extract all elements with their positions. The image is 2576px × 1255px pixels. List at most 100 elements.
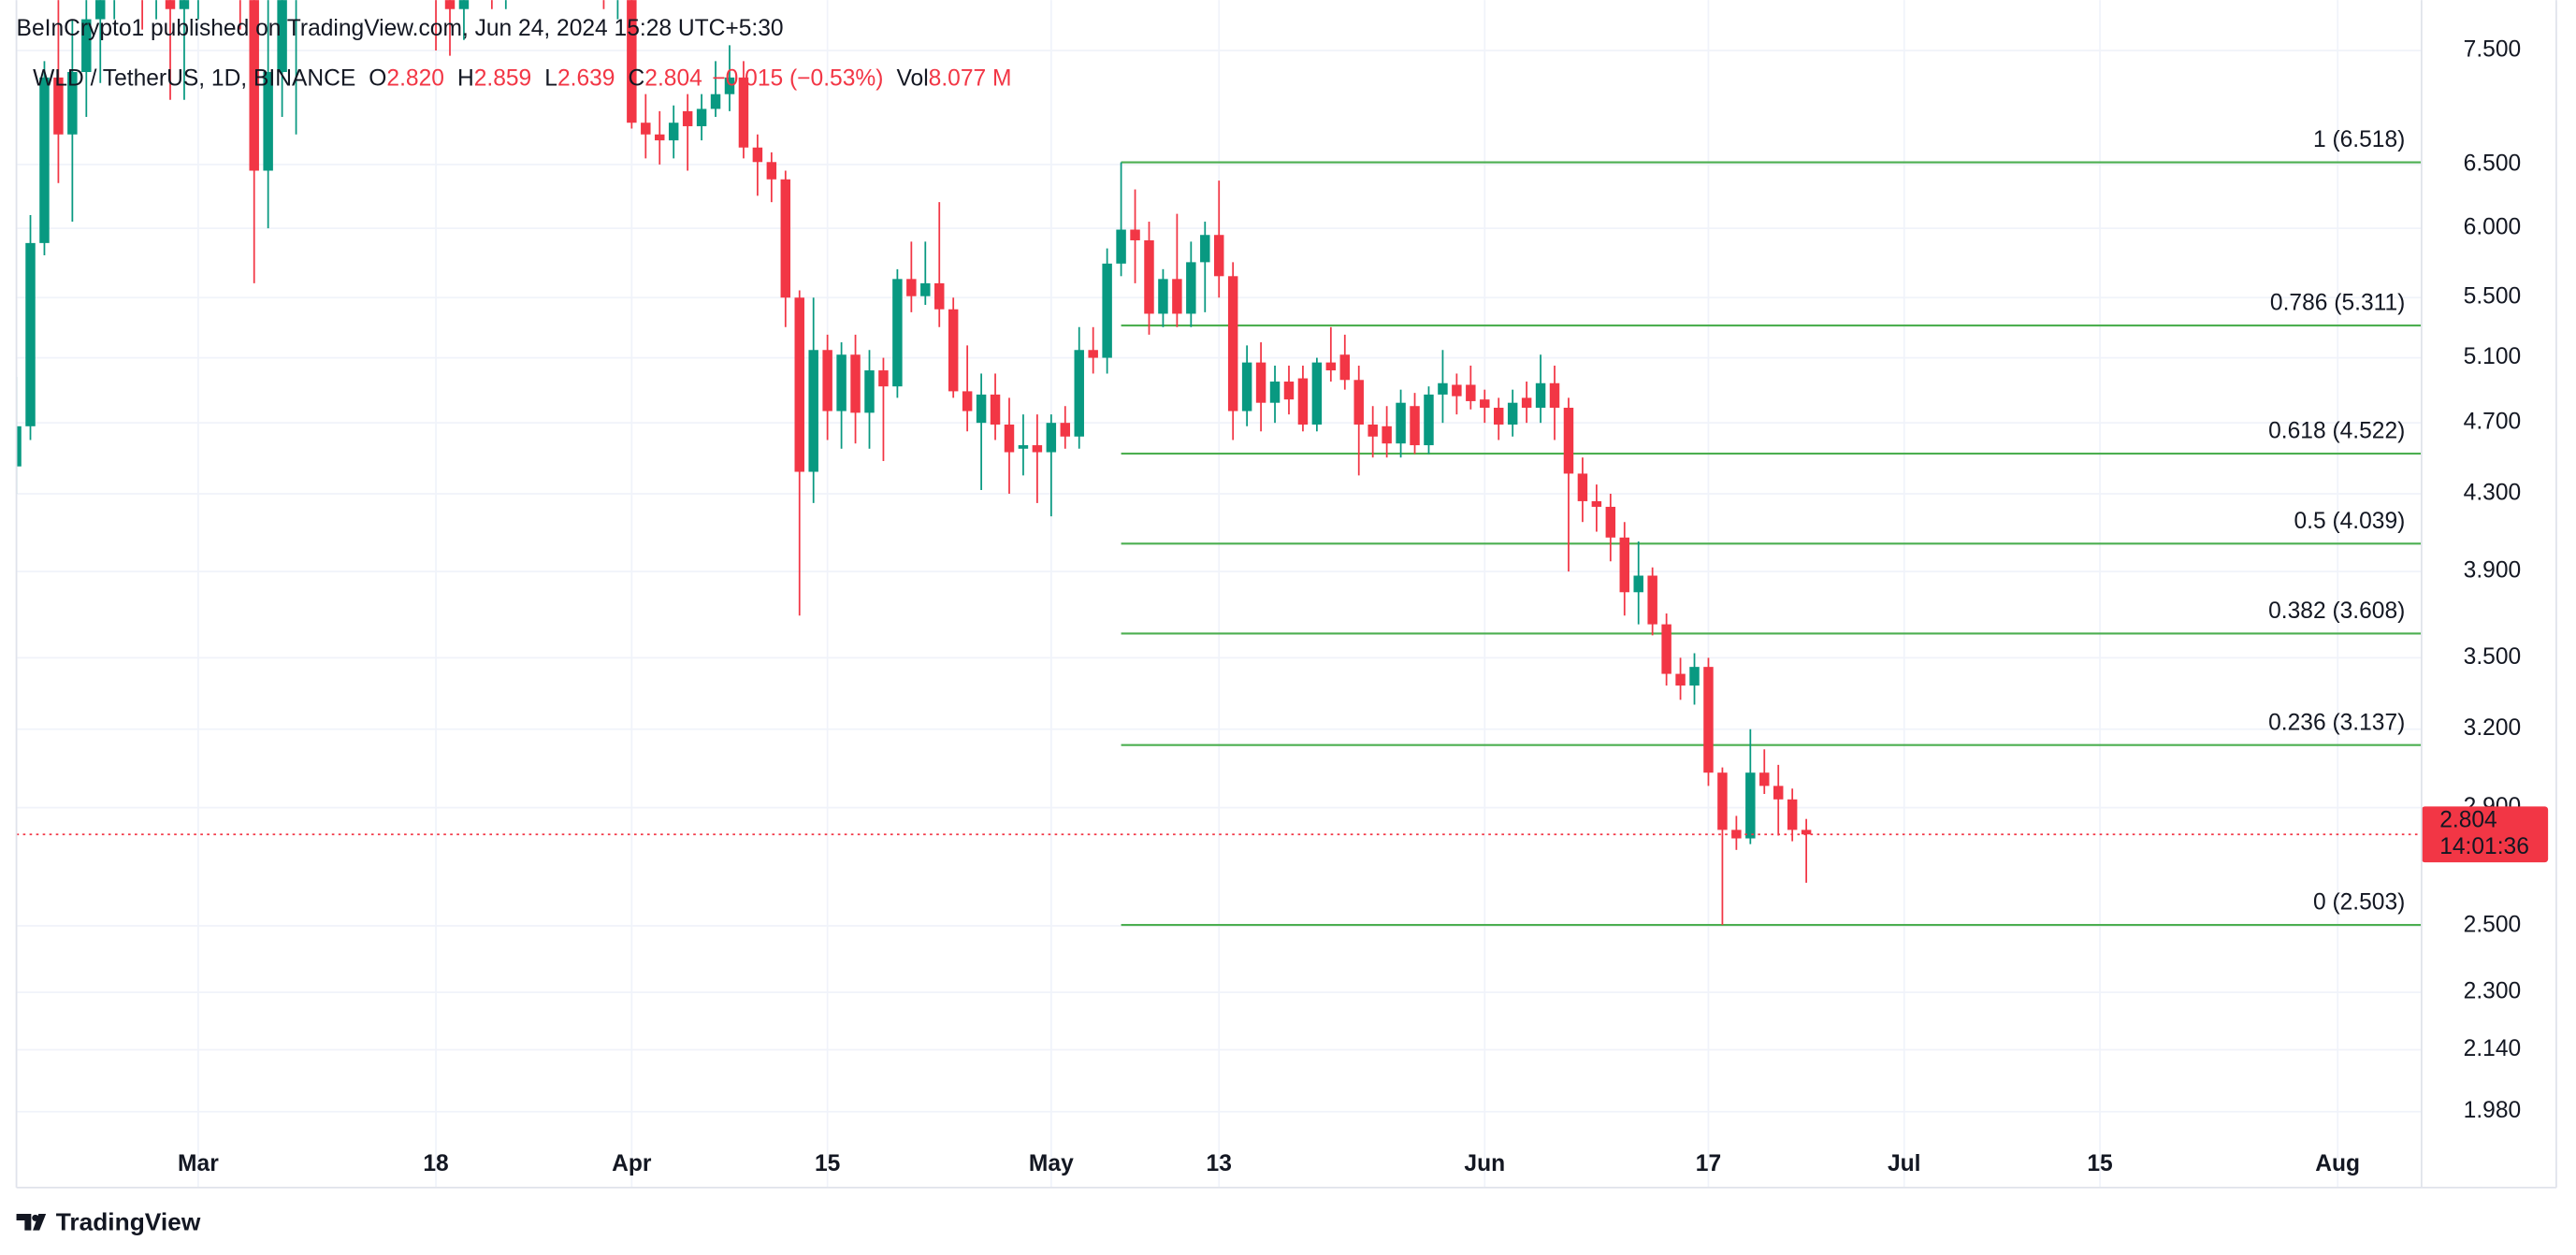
candle-body	[794, 297, 804, 472]
candle-body	[1438, 382, 1448, 395]
footer-logo	[16, 1214, 47, 1231]
candle-body	[1717, 772, 1728, 830]
fib-level-label: 0.618 (4.522)	[2268, 419, 2405, 444]
candle-body	[990, 394, 1001, 425]
legend-value: 2.804	[644, 65, 702, 91]
candle-body	[822, 350, 832, 411]
candle-body	[1283, 382, 1295, 400]
candle-body	[1227, 276, 1238, 411]
publish-info: BeInCrypto1 published on TradingView.com…	[17, 16, 784, 41]
fib-level-label: 0.236 (3.137)	[2268, 710, 2405, 735]
candle-body	[1032, 445, 1043, 453]
legend-volume-value: 8.077 M	[929, 65, 1012, 91]
candle-body	[1480, 399, 1490, 409]
candle-body	[934, 282, 945, 310]
legend-key: L	[544, 65, 557, 91]
candle-body	[1382, 426, 1392, 444]
fib-level-label: 0.786 (5.311)	[2270, 291, 2405, 316]
candle-body	[906, 279, 917, 296]
candle-body	[1703, 667, 1714, 773]
candle-body	[710, 94, 721, 109]
candle-body	[1186, 262, 1196, 314]
candle-body	[766, 162, 777, 180]
footer-brand: TradingView	[56, 1208, 201, 1236]
candle-body	[1466, 384, 1476, 401]
fib-level-label: 0.5 (4.039)	[2294, 509, 2405, 534]
fib-retracement	[1121, 161, 2422, 927]
x-tick-label: 15	[815, 1151, 840, 1176]
candle-body	[1410, 406, 1420, 446]
y-tick-label: 6.500	[2464, 151, 2522, 176]
candle-body	[1213, 235, 1224, 277]
candle-body	[1605, 506, 1616, 538]
candle-body	[1172, 279, 1182, 314]
candle-body	[641, 123, 651, 135]
candle-body	[1577, 473, 1588, 501]
candle-body	[1130, 229, 1140, 240]
candle-body	[53, 77, 64, 135]
legend-change: −0.015 (−0.53%)	[712, 65, 883, 91]
candle-body	[458, 0, 470, 9]
candle-body	[81, 19, 92, 73]
y-tick-label: 5.500	[2464, 284, 2522, 310]
candle-body	[696, 108, 707, 126]
legend-volume-key: Vol	[896, 65, 928, 91]
y-tick-label: 3.900	[2464, 558, 2522, 584]
candle-body	[1255, 362, 1266, 403]
candle-body	[277, 0, 287, 73]
candle-body	[1102, 263, 1112, 358]
legend-value: 2.820	[386, 65, 444, 91]
candle-body	[808, 350, 818, 472]
x-tick-label: 18	[423, 1151, 448, 1176]
candle-body	[1088, 350, 1098, 358]
candle-body	[752, 147, 763, 163]
last-price-label: 2.804	[2439, 808, 2497, 833]
candle-body	[1060, 423, 1071, 437]
candle-body	[864, 370, 875, 413]
candle-body	[1787, 799, 1798, 830]
candle-body	[1773, 786, 1784, 800]
candle-body	[1018, 445, 1029, 449]
legend-key: O	[369, 65, 386, 91]
candle-body	[1424, 394, 1434, 446]
y-tick-label: 2.300	[2464, 979, 2522, 1004]
y-tick-label: 3.200	[2464, 715, 2522, 741]
candle-body	[738, 77, 749, 148]
candle-body	[1339, 354, 1351, 381]
candle-body	[1745, 772, 1756, 839]
candle-body	[67, 72, 78, 135]
x-tick-label: Aug	[2315, 1151, 2360, 1176]
candle-body	[1633, 575, 1643, 593]
fib-level-label: 1 (6.518)	[2313, 127, 2405, 152]
candle-body	[1493, 408, 1504, 425]
candle-body	[249, 0, 259, 171]
candle-body	[780, 179, 791, 298]
candle-body	[878, 370, 889, 387]
grid	[16, 0, 2422, 1188]
candle-body	[836, 354, 847, 411]
candle-body	[179, 0, 190, 9]
candle-body	[1004, 424, 1015, 453]
legend-value: 2.639	[557, 65, 615, 91]
y-tick-label: 2.140	[2464, 1036, 2522, 1061]
candle-body	[1353, 380, 1364, 425]
legend-symbol: WLD / TetherUS, 1D, BINANCE	[33, 65, 355, 91]
x-tick-label: 13	[1207, 1151, 1232, 1176]
candle-body	[1368, 424, 1378, 437]
candle-body	[1535, 382, 1546, 409]
candle-body	[1661, 624, 1672, 674]
candle-body	[920, 282, 931, 296]
fib-level-label: 0 (2.503)	[2313, 890, 2405, 916]
x-tick-label: Apr	[612, 1151, 652, 1176]
fib-level-label: 0.382 (3.608)	[2268, 599, 2405, 624]
candle-body	[1507, 402, 1518, 425]
candle-body	[25, 242, 36, 426]
candle-body	[1563, 408, 1574, 474]
candle-body	[263, 72, 273, 171]
candle-body	[948, 309, 959, 392]
y-tick-label: 2.500	[2464, 913, 2522, 938]
candle-body	[892, 279, 903, 387]
candle-body	[655, 134, 665, 141]
candle-body	[962, 391, 973, 411]
